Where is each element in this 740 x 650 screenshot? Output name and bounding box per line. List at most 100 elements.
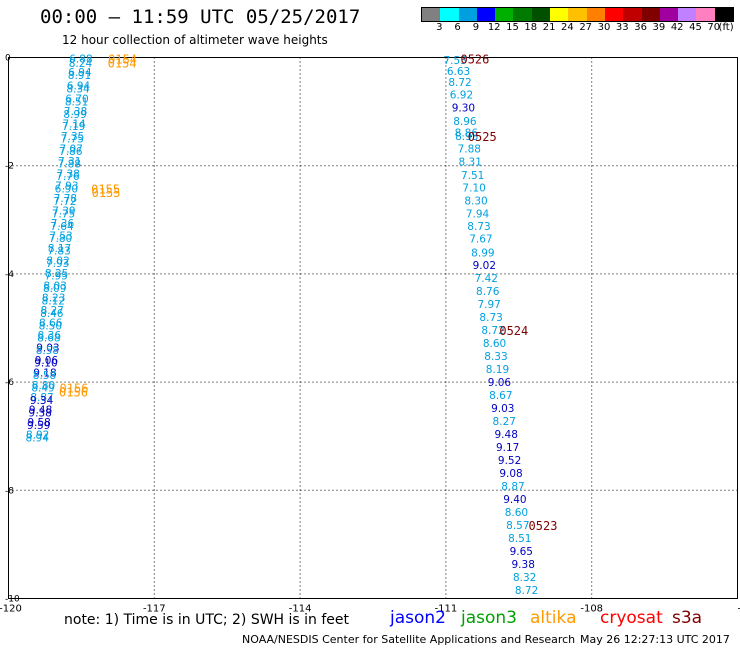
wave-height-label: 8.33 [484,351,507,363]
wave-height-label: 7.19 [62,121,85,133]
wave-height-label: 8.95 [455,131,478,143]
generation-timestamp: May 26 12:27:13 UTC 2017 [580,633,730,646]
wave-height-label: 8.02 [46,255,69,267]
wave-height-label: 9.58 [27,417,50,429]
wave-height-label: 8.76 [476,286,500,298]
wave-height-label: 8.57 [506,520,529,532]
wave-height-label: 7.83 [47,246,70,258]
wave-height-label: 7.75 [52,208,75,220]
legend-label: 6 [454,22,461,33]
wave-height-label: 6.92 [450,89,473,101]
wave-height-label: 9.03 [36,342,59,354]
x-tick-label: -111 [435,604,458,615]
wave-height-label: 8.60 [505,507,528,519]
satellite-cryosat: cryosat [600,608,663,628]
wave-height-label: 9.10 [34,358,57,370]
legend-swatch [531,8,551,21]
time-label: 0526 [460,53,489,67]
x-tick-label: -105 [738,604,740,615]
wave-height-label: 8.86 [455,128,479,140]
satellite-s3a: s3a [672,608,703,628]
y-tick-label: -8 [5,486,14,496]
wave-height-label: 7.14 [62,119,86,131]
x-tick-label: -117 [143,604,166,615]
wave-height-label: 9.59 [27,420,50,432]
legend-swatch [586,8,605,21]
y-tick-label: -10 [5,595,20,605]
wave-height-label: 6.94 [67,81,91,93]
wave-height-label: 8.87 [501,481,524,493]
wave-height-label: 7.95 [44,271,67,283]
wave-height-label: 8.51 [508,533,531,545]
wave-height-label: 8.46 [40,308,64,320]
wave-height-label: 8.09 [43,283,66,295]
wave-height-label: 7.86 [59,146,83,158]
legend-label: 18 [524,22,538,33]
x-tick-label: -114 [289,604,312,615]
wave-height-label: 6.88 [69,54,92,66]
color-scale-legend [421,7,735,22]
wave-height-label: 9.65 [510,546,533,558]
legend-label: 45 [689,22,702,33]
data-labels: 7.536.638.726.929.308.968.868.957.888.31… [26,53,558,597]
wave-height-label: 7.93 [46,258,69,270]
wave-height-label: 9.03 [491,403,514,415]
wave-height-label: 8.99 [471,247,494,259]
wave-height-label: 9.30 [452,102,475,114]
legend-swatch [696,8,715,21]
wave-height-label: 7.07 [60,143,83,155]
wave-height-label: 8.68 [37,333,60,345]
wave-height-label: 9.48 [29,405,52,417]
wave-height-label: 7.64 [50,221,74,233]
legend-label: 24 [561,22,574,33]
wave-height-label: 6.63 [447,66,470,78]
wave-height-label: 8.96 [453,116,477,128]
legend-label: 12 [487,22,501,33]
legend-label: 30 [597,22,611,33]
legend-swatch [476,8,496,21]
legend-swatch [623,8,642,21]
legend-swatch [568,8,587,21]
wave-height-label: 8.91 [68,70,91,82]
wave-height-label: 8.03 [43,280,66,292]
wave-height-label: 9.06 [35,355,59,367]
wave-height-label: 7.10 [462,182,485,194]
wave-height-label: 9.02 [473,260,496,272]
legend-swatch [641,8,660,21]
wave-height-label: 7.88 [58,159,81,171]
wave-height-label: 7.72 [53,196,76,208]
legend-label: 36 [634,22,647,33]
time-label: 0154 [108,53,137,67]
y-tick-label: -6 [5,378,14,388]
wave-height-label: 9.40 [503,494,526,506]
wave-height-label: 7.42 [475,273,498,285]
satellite-altika: altika [530,608,577,628]
legend-label: 42 [670,22,684,33]
wave-height-label: 8.17 [48,243,71,255]
wave-height-label: 8.27 [41,305,64,317]
wave-height-label: 6.70 [65,94,88,106]
legend-label: 15 [506,22,519,33]
legend-swatch [440,8,459,21]
legend-swatch [604,8,624,21]
chart-grid [8,57,738,599]
wave-height-label: 8.72 [448,77,471,89]
wave-height-label: 9.18 [33,367,56,379]
wave-height-label: 7.38 [57,168,80,180]
x-tick-label: -120 [0,604,22,615]
wave-height-label: 7.80 [49,233,72,245]
wave-height-label: 8.19 [486,364,509,376]
legend-label: 27 [579,22,593,33]
wave-height-label: 8.58 [33,370,56,382]
time-label: 0523 [529,519,558,533]
wave-height-label: 7.35 [61,131,84,143]
axis-ticks: -120 -117 -114 -111 -108 -105 0 -2 -4 -6 -8 -10 [0,54,740,615]
chart-subtitle: 12 hour collection of altimeter wave hei… [62,33,328,47]
wave-height-label: 9.34 [30,395,54,407]
wave-height-label: 7.94 [466,208,490,220]
chart-title: 00:00 – 11:59 UTC 05/25/2017 [40,6,361,28]
wave-height-label: 8.92 [26,430,49,442]
wave-height-label: 7.76 [56,171,80,183]
wave-height-label: 9.06 [488,377,512,389]
wave-height-label: 8.25 [45,268,68,280]
